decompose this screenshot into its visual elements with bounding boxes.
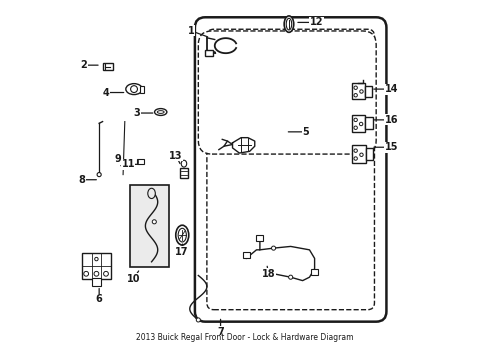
- Ellipse shape: [157, 111, 164, 113]
- Bar: [130, 185, 169, 267]
- Ellipse shape: [147, 188, 155, 199]
- Text: 3: 3: [133, 108, 140, 118]
- Bar: [102, 63, 113, 70]
- Text: 7: 7: [217, 327, 224, 337]
- Ellipse shape: [154, 109, 166, 116]
- Bar: [365, 117, 372, 129]
- Circle shape: [353, 94, 357, 97]
- Ellipse shape: [125, 84, 142, 95]
- Text: 5: 5: [302, 127, 309, 137]
- Bar: [137, 159, 143, 164]
- Circle shape: [95, 257, 98, 261]
- Circle shape: [288, 275, 292, 279]
- Circle shape: [130, 86, 137, 93]
- FancyBboxPatch shape: [198, 31, 375, 154]
- Text: 4: 4: [102, 87, 109, 98]
- Ellipse shape: [285, 18, 291, 30]
- Ellipse shape: [178, 228, 186, 242]
- Bar: [180, 168, 187, 178]
- Circle shape: [353, 157, 357, 160]
- Text: 16: 16: [384, 115, 398, 125]
- Circle shape: [196, 318, 200, 322]
- Circle shape: [94, 271, 99, 276]
- Text: 10: 10: [126, 274, 140, 284]
- Ellipse shape: [175, 225, 188, 245]
- Text: 18: 18: [261, 269, 275, 279]
- Ellipse shape: [181, 160, 186, 167]
- Text: 11: 11: [121, 159, 135, 169]
- Circle shape: [353, 86, 357, 89]
- Text: 14: 14: [384, 84, 398, 94]
- Bar: [365, 148, 373, 160]
- Circle shape: [271, 246, 275, 250]
- Bar: [351, 115, 365, 132]
- Text: 15: 15: [384, 142, 398, 152]
- Text: 2: 2: [80, 60, 87, 70]
- Circle shape: [359, 90, 363, 93]
- Circle shape: [103, 271, 108, 276]
- Bar: [205, 50, 212, 56]
- Circle shape: [353, 149, 357, 152]
- Bar: [256, 235, 263, 240]
- Text: 6: 6: [96, 294, 102, 305]
- Circle shape: [359, 153, 363, 157]
- Text: 2013 Buick Regal Front Door - Lock & Hardware Diagram: 2013 Buick Regal Front Door - Lock & Har…: [136, 333, 352, 342]
- Bar: [365, 86, 371, 96]
- Bar: [92, 278, 101, 286]
- Text: 17: 17: [174, 247, 187, 257]
- FancyBboxPatch shape: [195, 17, 386, 322]
- Bar: [351, 145, 365, 163]
- Circle shape: [353, 126, 357, 130]
- Bar: [139, 86, 143, 93]
- Circle shape: [359, 122, 362, 126]
- Text: 8: 8: [79, 175, 85, 185]
- Circle shape: [97, 172, 101, 177]
- Bar: [82, 253, 111, 279]
- Bar: [243, 252, 249, 258]
- Ellipse shape: [284, 16, 293, 32]
- Bar: [310, 269, 317, 275]
- Circle shape: [353, 118, 357, 122]
- Bar: [351, 83, 365, 99]
- Text: 12: 12: [309, 17, 323, 27]
- Circle shape: [152, 220, 156, 224]
- Text: 9: 9: [114, 154, 121, 164]
- Text: 13: 13: [169, 151, 183, 161]
- Circle shape: [83, 271, 88, 276]
- Text: 1: 1: [188, 26, 194, 36]
